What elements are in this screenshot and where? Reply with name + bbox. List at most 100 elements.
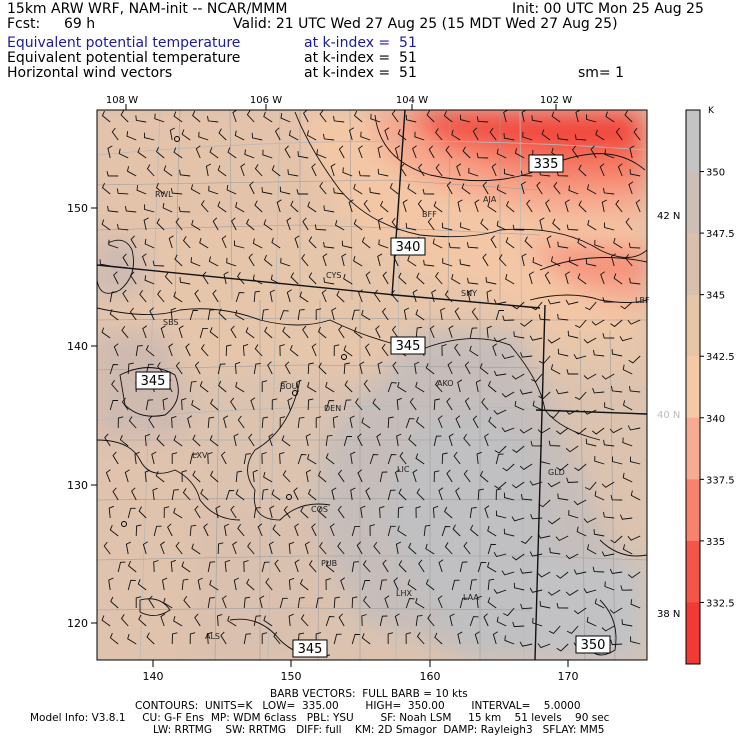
wind-barb (145, 363, 154, 375)
wind-barb (513, 331, 525, 339)
wind-barb (583, 517, 597, 524)
wind-barb (602, 297, 615, 303)
wind-barb (425, 543, 435, 555)
wind-barb (553, 181, 561, 195)
wind-barb (164, 272, 173, 285)
wind-barb (116, 188, 129, 195)
wind-barb (127, 579, 136, 591)
wind-barb (396, 397, 402, 411)
wind-barb (548, 440, 561, 447)
wind-barb (583, 588, 597, 594)
wind-barb (274, 127, 281, 141)
wind-barb (610, 253, 616, 267)
wind-barb (391, 290, 399, 303)
wind-barb (594, 239, 605, 249)
wind-barb (443, 110, 453, 123)
wind-barb (397, 129, 407, 141)
wind-barb (409, 397, 417, 411)
wind-barb (353, 327, 363, 339)
wind-barb (445, 145, 453, 159)
wind-barb (412, 469, 418, 483)
wind-barb (287, 169, 299, 177)
wind-barb (162, 202, 173, 213)
wind-barb (264, 326, 273, 339)
wind-barb (452, 524, 461, 537)
wind-barb (617, 163, 623, 177)
wind-barb (583, 337, 597, 344)
wind-barb (203, 523, 209, 537)
wind-barb (171, 632, 178, 645)
wind-barb (209, 435, 219, 447)
wind-barb (375, 325, 381, 339)
wind-barb (155, 182, 165, 195)
wind-barb (351, 561, 359, 573)
wind-barb (365, 487, 371, 501)
wind-barb (137, 147, 147, 159)
wind-barb (234, 130, 245, 141)
wind-barb (416, 632, 425, 645)
wind-barb (427, 613, 435, 627)
wind-barb (373, 289, 381, 303)
colorbar-swatch (686, 356, 700, 419)
wind-barb (279, 381, 287, 393)
wind-barb (417, 199, 425, 213)
wind-barb (387, 382, 397, 393)
colorbar-label: 332.5 (706, 598, 735, 609)
wind-barb (279, 186, 291, 195)
wind-barb (353, 219, 363, 231)
wind-barb (244, 149, 255, 159)
wind-barb (135, 596, 142, 608)
wind-barb (182, 236, 191, 249)
wind-barb (198, 131, 209, 141)
wind-barb (415, 309, 425, 321)
wind-barb (496, 148, 507, 159)
wind-barb (531, 115, 543, 123)
wind-barb (261, 187, 273, 195)
wind-barb (519, 427, 533, 434)
wind-barb (171, 489, 179, 501)
city-label-aia: AIA (483, 195, 497, 204)
wind-barb (149, 307, 155, 321)
wind-barb (127, 560, 137, 573)
y-tick-120: 120 (67, 617, 88, 630)
wind-barb (111, 127, 119, 141)
city-label-den: DEN (324, 404, 341, 413)
wind-barb (108, 239, 119, 249)
wind-barb (619, 514, 633, 520)
wind-barb (134, 451, 140, 465)
wind-barb (163, 597, 173, 609)
wind-barb (503, 133, 515, 141)
wind-barb (503, 607, 515, 617)
wind-barb (107, 145, 113, 159)
wind-barb (545, 199, 551, 213)
wind-barb (627, 319, 641, 325)
wind-barb (432, 505, 439, 519)
wind-barb (152, 260, 165, 267)
wind-barb (622, 472, 633, 483)
wind-barb (254, 200, 263, 213)
model-info-line-1: Model Info: V3.8.1 CU: G-F Ens MP: WDM 6… (30, 712, 610, 724)
wind-barb (364, 343, 371, 357)
wind-barb (487, 201, 497, 213)
wind-barb (237, 272, 245, 285)
wind-barb (350, 451, 356, 465)
wind-barb (387, 489, 396, 501)
colorbar-label: 350 (706, 168, 725, 179)
wind-barb (530, 513, 543, 520)
wind-barb (261, 488, 269, 501)
wind-barb (144, 204, 155, 213)
wind-barb (307, 453, 317, 465)
wind-barb (338, 613, 345, 627)
wind-barb (369, 454, 379, 465)
colorbar-swatch (686, 110, 700, 173)
wind-barb (442, 258, 453, 267)
wind-barb (610, 319, 623, 328)
wind-barb (577, 237, 587, 249)
wind-barb (407, 183, 417, 195)
wind-barb (307, 488, 317, 501)
wind-barb (615, 199, 623, 213)
wind-barb (566, 369, 579, 375)
wind-barb (621, 619, 633, 627)
wind-barb (530, 440, 543, 447)
